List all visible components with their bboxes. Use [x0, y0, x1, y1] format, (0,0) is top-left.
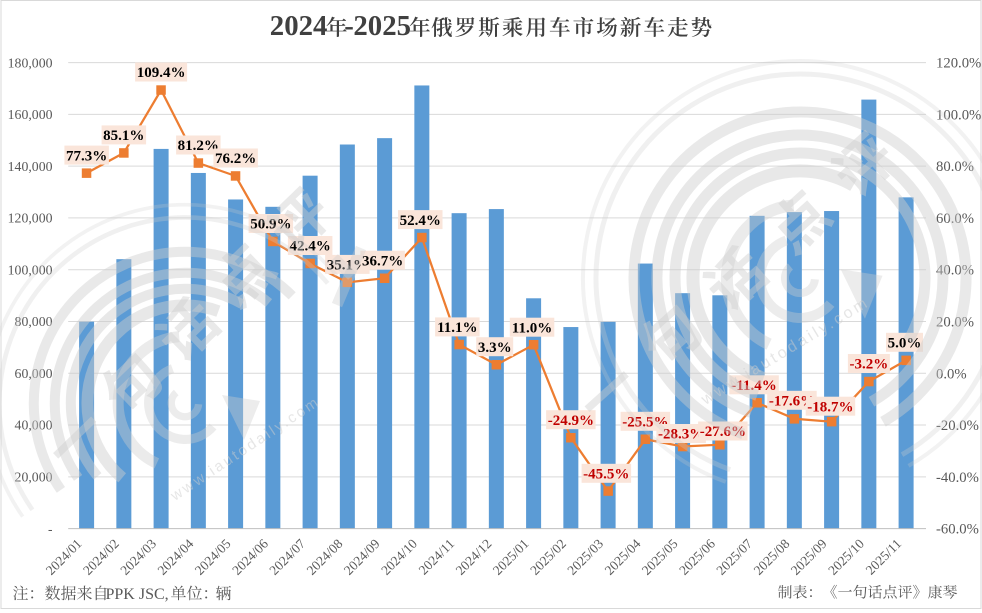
svg-text:109.4%: 109.4%	[137, 65, 186, 81]
svg-text:36.7%: 36.7%	[362, 253, 403, 269]
svg-text:-60.0%: -60.0%	[936, 522, 979, 538]
svg-text:81.2%: 81.2%	[178, 138, 219, 154]
svg-text:-20.0%: -20.0%	[936, 418, 979, 434]
svg-text:80.0%: 80.0%	[936, 159, 974, 175]
svg-text:-24.9%: -24.9%	[548, 413, 594, 429]
svg-text:-28.3%: -28.3%	[658, 427, 704, 443]
svg-text:100.0%: 100.0%	[936, 107, 981, 123]
svg-text:-11.4%: -11.4%	[731, 378, 776, 394]
svg-text:11.0%: 11.0%	[512, 320, 552, 336]
svg-text:40,000: 40,000	[15, 418, 53, 433]
svg-text:80,000: 80,000	[15, 314, 53, 329]
svg-text:20.0%: 20.0%	[936, 314, 974, 330]
svg-text:11.1%: 11.1%	[437, 320, 477, 336]
svg-text:42.4%: 42.4%	[289, 239, 330, 255]
svg-text:20,000: 20,000	[15, 470, 53, 485]
svg-text:-3.2%: -3.2%	[850, 357, 889, 373]
svg-text:52.4%: 52.4%	[400, 213, 441, 229]
svg-text:0.0%: 0.0%	[936, 366, 967, 382]
svg-text:-18.7%: -18.7%	[807, 399, 853, 415]
svg-text:120,000: 120,000	[8, 211, 53, 226]
svg-text:50.9%: 50.9%	[250, 217, 291, 233]
svg-text:60.0%: 60.0%	[936, 211, 974, 227]
svg-text:-27.6%: -27.6%	[700, 424, 746, 440]
svg-text:100,000: 100,000	[8, 262, 53, 277]
svg-text:77.3%: 77.3%	[66, 148, 107, 164]
svg-text:2024: 2024	[270, 10, 328, 42]
svg-text:180,000: 180,000	[8, 55, 53, 70]
svg-text:76.2%: 76.2%	[215, 151, 256, 167]
svg-text:120.0%: 120.0%	[936, 56, 981, 72]
svg-text:140,000: 140,000	[8, 159, 53, 174]
svg-text:85.1%: 85.1%	[103, 128, 144, 144]
svg-text:-: -	[48, 521, 53, 536]
svg-text:3.3%: 3.3%	[478, 340, 512, 356]
svg-text:40.0%: 40.0%	[936, 263, 974, 279]
svg-text:PPK JSC,: PPK JSC,	[106, 586, 169, 603]
svg-text:2025: 2025	[353, 10, 411, 42]
svg-text:160,000: 160,000	[8, 107, 53, 122]
svg-text:-: -	[344, 10, 354, 42]
svg-text:60,000: 60,000	[15, 366, 53, 381]
svg-text:-45.5%: -45.5%	[583, 467, 629, 483]
svg-text:5.0%: 5.0%	[888, 336, 922, 352]
svg-text:-17.6%: -17.6%	[769, 394, 815, 410]
svg-text:-40.0%: -40.0%	[936, 470, 979, 486]
svg-text:35.1%: 35.1%	[327, 258, 368, 274]
